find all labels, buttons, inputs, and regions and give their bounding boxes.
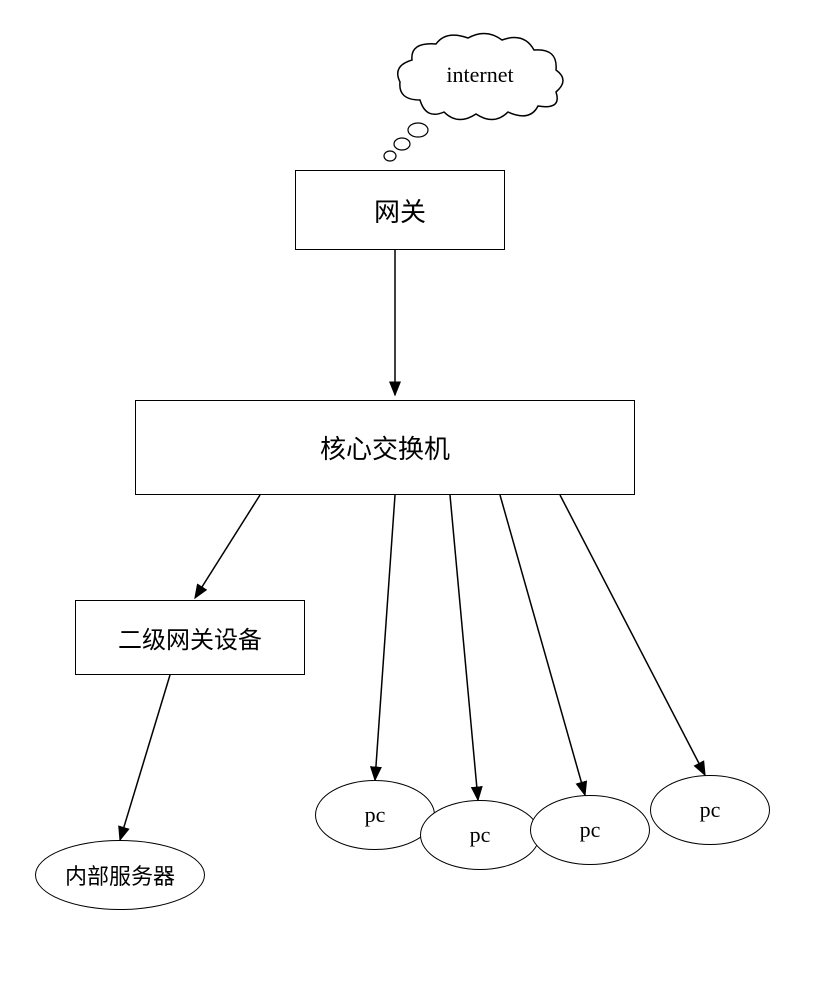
pc-node-4: pc xyxy=(650,775,770,845)
internet-cloud: internet xyxy=(390,30,570,120)
internal-server-node: 内部服务器 xyxy=(35,840,205,910)
core-switch-label: 核心交换机 xyxy=(320,429,450,466)
pc-node-2: pc xyxy=(420,800,540,870)
pc-label: pc xyxy=(470,822,491,848)
network-diagram: internet 网关 核心交换机 二级网关设备 内部服务器 pc pc pc … xyxy=(0,0,820,1000)
core-switch-node: 核心交换机 xyxy=(135,400,635,495)
gateway-label: 网关 xyxy=(374,192,426,229)
gateway-node: 网关 xyxy=(295,170,505,250)
pc-label: pc xyxy=(580,817,601,843)
internal-server-label: 内部服务器 xyxy=(65,859,175,891)
pc-label: pc xyxy=(365,802,386,828)
pc-node-1: pc xyxy=(315,780,435,850)
internet-label: internet xyxy=(446,62,513,88)
pc-node-3: pc xyxy=(530,795,650,865)
secondary-gateway-label: 二级网关设备 xyxy=(118,620,262,655)
pc-label: pc xyxy=(700,797,721,823)
secondary-gateway-node: 二级网关设备 xyxy=(75,600,305,675)
